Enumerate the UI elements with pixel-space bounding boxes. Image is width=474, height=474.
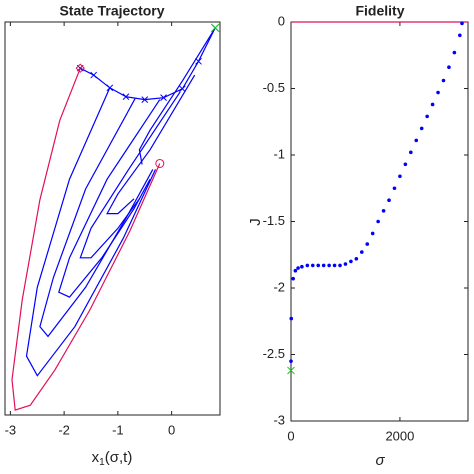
point	[425, 114, 429, 119]
point	[414, 138, 419, 143]
point	[343, 262, 348, 266]
point	[430, 102, 435, 107]
y-tick-label: -0.5	[263, 80, 285, 95]
point	[387, 198, 391, 203]
trajectory	[79, 91, 181, 259]
x-tick-label: 0	[168, 422, 175, 437]
point	[460, 21, 464, 26]
point	[381, 209, 386, 213]
plot-frame	[4, 21, 221, 416]
x-label-base: x	[92, 449, 100, 466]
point	[398, 174, 402, 179]
chart-title: Fidelity	[355, 3, 404, 19]
x-tick-label: -2	[58, 422, 70, 437]
start-marker	[75, 63, 85, 73]
x-axis-label: x1(σ,t)	[92, 449, 133, 468]
trajectory	[25, 87, 157, 377]
point	[403, 162, 408, 167]
y-tick-label: -1.5	[263, 213, 285, 228]
point	[365, 242, 370, 246]
trajectory	[80, 27, 216, 101]
x-tick-label: -1	[112, 422, 124, 437]
point	[436, 90, 440, 95]
point	[392, 186, 397, 191]
x-tick-label: 2000	[385, 428, 414, 443]
point	[441, 78, 446, 83]
marker	[195, 57, 202, 65]
point	[316, 263, 321, 268]
x-tick-label: 0	[287, 428, 294, 443]
marker	[122, 93, 130, 101]
trajectory	[58, 99, 161, 298]
trajectory	[11, 67, 161, 411]
point	[332, 263, 337, 268]
point	[289, 359, 293, 363]
y-axis-label: J	[247, 218, 264, 226]
point	[452, 50, 457, 55]
point	[289, 316, 294, 321]
marker	[287, 366, 295, 375]
point	[447, 65, 451, 70]
point	[349, 259, 353, 264]
marker	[210, 23, 220, 33]
point	[305, 263, 310, 268]
marker	[141, 96, 149, 103]
point	[291, 276, 295, 281]
x-tick-label: -3	[5, 422, 17, 437]
point	[409, 150, 413, 155]
point	[370, 231, 375, 236]
trajectory	[106, 74, 196, 215]
chart-title: State Trajectory	[59, 3, 164, 19]
point	[310, 263, 315, 268]
y-tick-label: -2.5	[263, 346, 285, 361]
point	[458, 33, 462, 38]
y-tick-label: -2	[273, 279, 285, 294]
marker	[106, 84, 114, 92]
x-label-rest: (σ,t)	[105, 449, 133, 466]
marker	[160, 94, 167, 102]
marker	[179, 85, 186, 93]
trajectory	[138, 27, 216, 165]
point	[321, 263, 326, 268]
y-tick-label: -3	[273, 412, 285, 427]
marker	[90, 71, 98, 79]
point	[354, 256, 359, 261]
point	[296, 266, 300, 270]
point	[300, 264, 304, 269]
x-axis-label: σ	[375, 452, 385, 469]
point	[338, 263, 342, 268]
x-label-sub: 1	[99, 457, 105, 468]
y-tick-label: -1	[273, 146, 285, 161]
end-marker	[155, 158, 165, 168]
point	[360, 250, 364, 254]
point	[376, 219, 380, 224]
point	[293, 268, 298, 273]
point	[327, 263, 331, 268]
y-tick-label: 0	[278, 13, 285, 28]
point	[419, 126, 424, 131]
trajectory	[39, 98, 154, 338]
